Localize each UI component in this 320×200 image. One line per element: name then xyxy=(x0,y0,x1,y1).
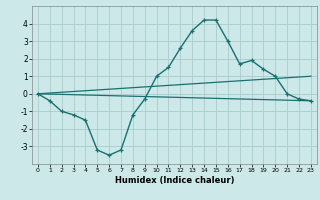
X-axis label: Humidex (Indice chaleur): Humidex (Indice chaleur) xyxy=(115,176,234,185)
